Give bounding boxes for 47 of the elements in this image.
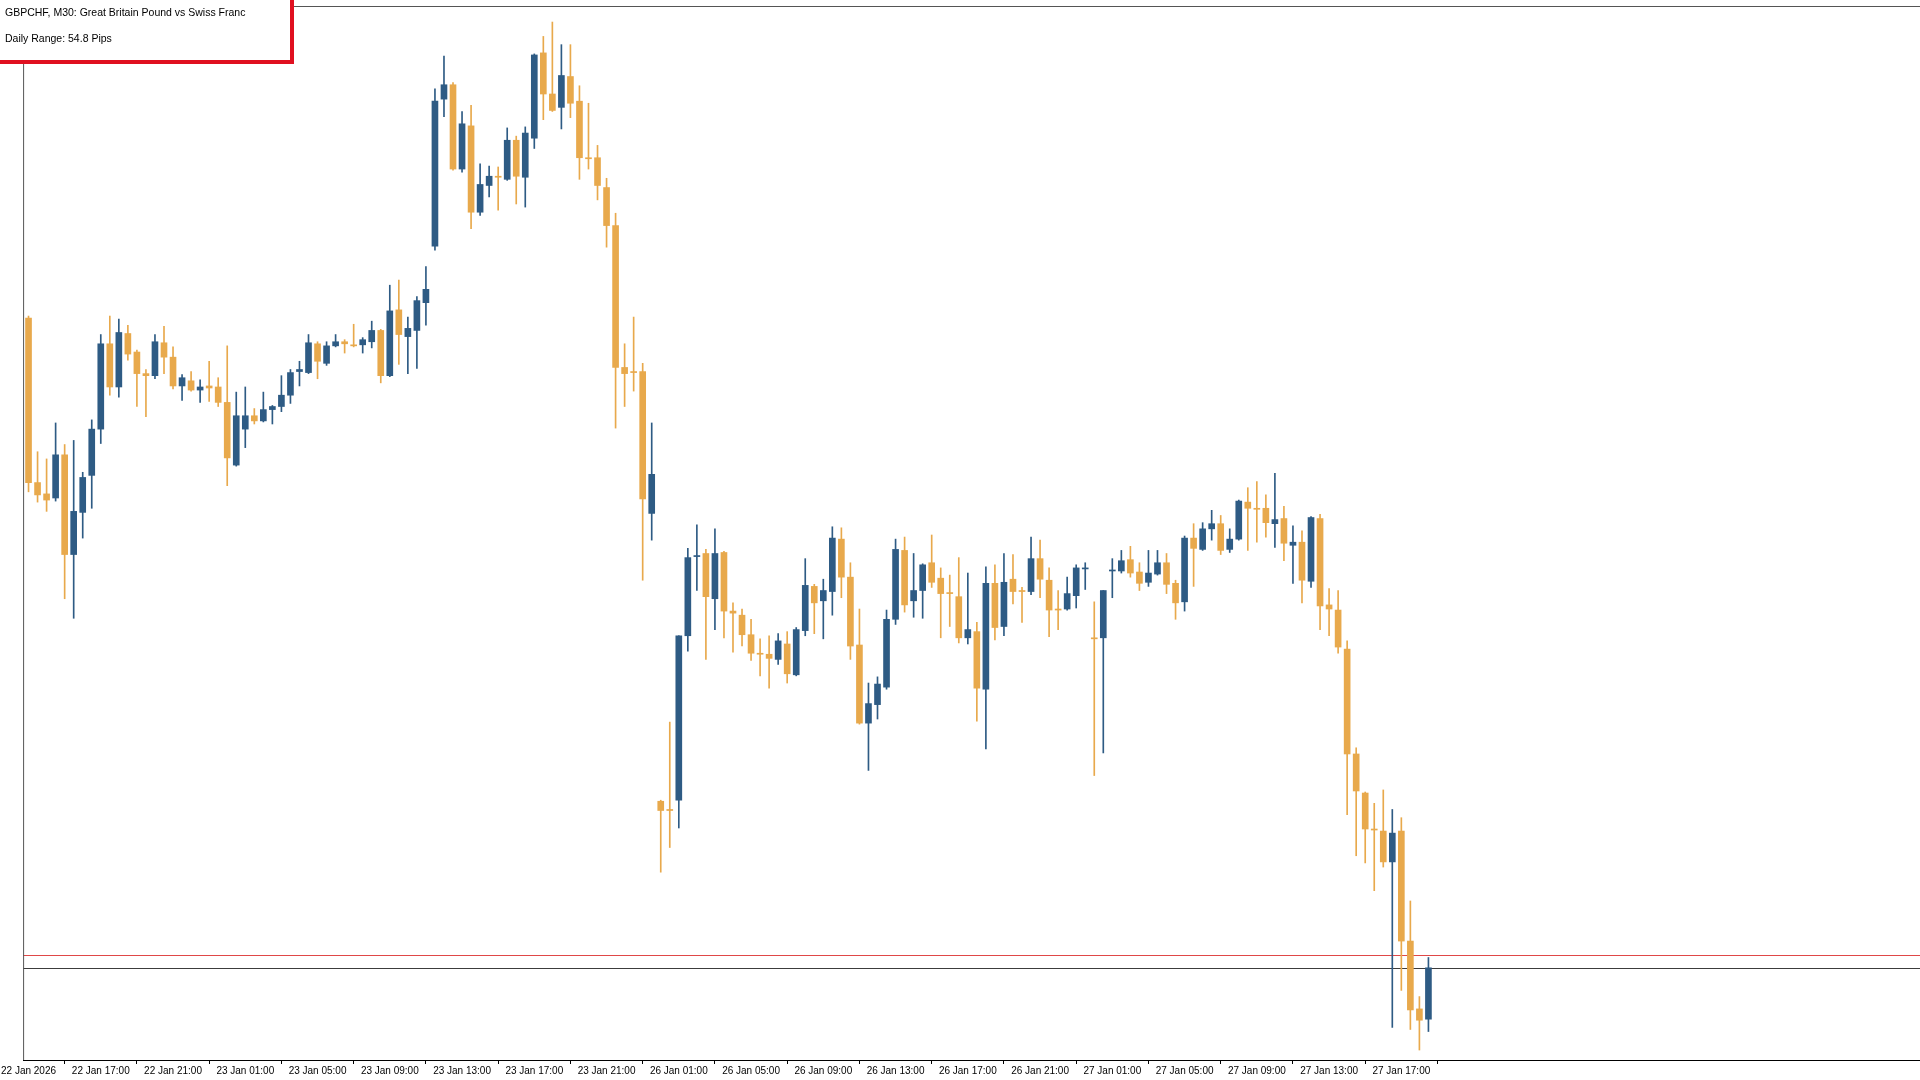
x-tick-label: 23 Jan 17:00 xyxy=(505,1064,564,1076)
candlestick xyxy=(1253,481,1261,543)
candlestick xyxy=(1244,487,1252,551)
candlestick xyxy=(1208,510,1215,541)
x-tick-label: 26 Jan 13:00 xyxy=(866,1064,925,1076)
candlestick xyxy=(1388,809,1396,1028)
candlestick xyxy=(693,524,701,591)
candlestick xyxy=(765,635,773,689)
annotation: Daily Range: 54.8 Pips xyxy=(5,32,113,45)
candlestick xyxy=(666,721,674,848)
x-tick-label: 27 Jan 05:00 xyxy=(1155,1064,1214,1076)
chart-title: GBPCHF, M30: Great Britain Pound vs Swiss Franc xyxy=(5,6,247,19)
x-tick-label: 23 Jan 13:00 xyxy=(433,1064,492,1076)
x-tick-label: 26 Jan 17:00 xyxy=(938,1064,998,1076)
x-tick-label: 26 Jan 01:00 xyxy=(649,1064,709,1076)
x-tick-label: 26 Jan 09:00 xyxy=(794,1064,853,1076)
candlestick xyxy=(1018,587,1026,623)
x-tick-label: 23 Jan 01:00 xyxy=(216,1064,275,1076)
candlestick xyxy=(241,386,249,448)
candlestick xyxy=(1289,525,1297,584)
candlestick xyxy=(937,567,945,639)
x-tick-label: 22 Jan 21:00 xyxy=(144,1064,203,1076)
candlestick xyxy=(70,440,78,619)
x-tick-label: 23 Jan 09:00 xyxy=(360,1064,420,1076)
x-tick-label: 22 Jan 2026 xyxy=(0,1064,57,1076)
candlestick xyxy=(494,166,502,211)
x-tick-label: 27 Jan 09:00 xyxy=(1227,1064,1287,1076)
candlestick xyxy=(657,799,665,873)
x-tick-label: 27 Jan 17:00 xyxy=(1372,1064,1431,1076)
candlestick xyxy=(756,638,764,677)
x-tick-label: 27 Jan 01:00 xyxy=(1083,1064,1142,1076)
candlestick xyxy=(1090,601,1098,776)
candlestick xyxy=(404,316,412,374)
candlestick xyxy=(946,574,954,627)
x-tick-label: 27 Jan 13:00 xyxy=(1300,1064,1359,1076)
candlestick xyxy=(422,266,430,326)
x-tick-label: 22 Jan 17:00 xyxy=(71,1064,131,1076)
x-tick-label: 23 Jan 05:00 xyxy=(288,1064,347,1076)
candlestick xyxy=(440,55,448,117)
candlestick xyxy=(142,369,150,418)
x-tick-label: 26 Jan 21:00 xyxy=(1011,1064,1070,1076)
info-box: GBPCHF, M30: Great Britain Pound vs Swiss Franc Daily Range: 54.8 Pips xyxy=(0,0,294,64)
candlestick xyxy=(819,578,827,640)
x-tick-label: 23 Jan 21:00 xyxy=(577,1064,636,1076)
candlestick xyxy=(964,572,972,645)
candlestick xyxy=(1271,473,1279,548)
x-tick-label: 26 Jan 05:00 xyxy=(722,1064,781,1076)
